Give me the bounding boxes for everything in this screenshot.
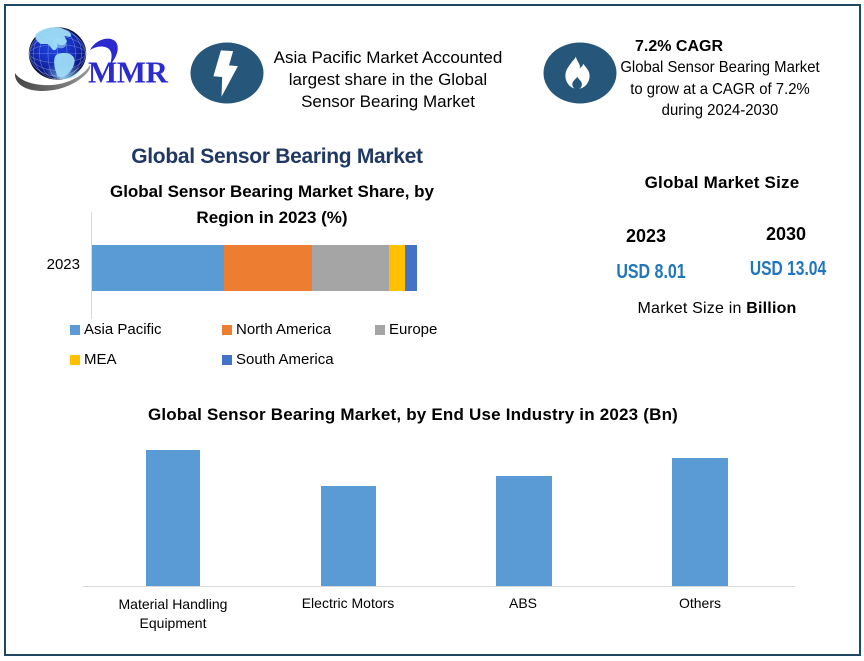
svg-text:MMR: MMR — [88, 55, 169, 90]
